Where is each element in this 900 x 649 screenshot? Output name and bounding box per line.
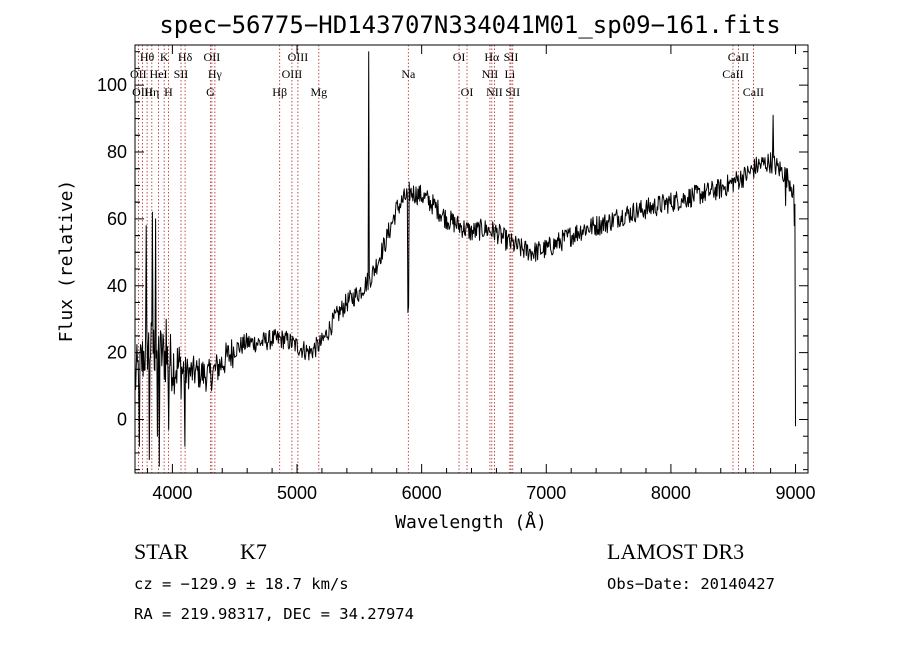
y-tick-label: 0 [117, 410, 127, 430]
line-label: CaII [722, 67, 743, 81]
line-label: OIII [132, 85, 153, 99]
line-label: Mg [310, 85, 327, 99]
chart-title: spec−56775−HD143707N334041M01_sp09−161.f… [159, 11, 780, 39]
line-label: OII [204, 50, 221, 64]
line-label: Hη [144, 85, 159, 99]
y-tick-label: 100 [97, 75, 127, 95]
line-label: SII [504, 50, 519, 64]
line-label: Hγ [208, 67, 223, 81]
line-label: Hθ [140, 50, 155, 64]
x-axis-label: Wavelength (Å) [395, 511, 547, 533]
survey-name: LAMOST DR3 [607, 539, 744, 564]
redshift-velocity: cz = −129.9 ± 18.7 km/s [134, 575, 349, 593]
line-label: SII [174, 67, 189, 81]
spectrum-line [134, 51, 796, 467]
spectral-line-markers [137, 45, 754, 473]
y-tick-label: 20 [107, 343, 127, 363]
x-tick-label: 8000 [651, 483, 691, 503]
x-tick-label: 6000 [402, 483, 442, 503]
coordinates: RA = 219.98317, DEC = 34.27974 [134, 605, 414, 623]
line-label: OII [130, 67, 147, 81]
line-label: OIII [282, 67, 303, 81]
object-class: STAR [134, 539, 189, 564]
line-label: OIII [288, 50, 309, 64]
x-tick-label: 9000 [776, 483, 816, 503]
line-label: Hδ [178, 50, 193, 64]
line-label: NII [486, 85, 503, 99]
y-tick-label: 40 [107, 276, 127, 296]
line-label: SII [505, 85, 520, 99]
line-label: NII [482, 67, 499, 81]
line-label: Hα [484, 50, 500, 64]
x-tick-label: 4000 [152, 483, 192, 503]
y-tick-label: 80 [107, 142, 127, 162]
y-axis-ticks: 0 20 40 60 80 100 [97, 51, 808, 471]
line-label: Li [505, 67, 516, 81]
line-label: Hβ [272, 85, 287, 99]
plot-frame [134, 44, 809, 474]
line-label: CaII [728, 50, 749, 64]
x-tick-label: 7000 [526, 483, 566, 503]
y-axis-label: Flux (relative) [56, 180, 77, 343]
y-tick-label: 60 [107, 209, 127, 229]
line-label: CaII [743, 85, 764, 99]
x-axis-ticks: 4000 5000 6000 7000 8000 9000 [146, 45, 816, 503]
observation-date: Obs−Date: 20140427 [607, 575, 775, 593]
object-subclass: K7 [240, 539, 267, 564]
line-label: HeI [150, 67, 168, 81]
line-label: OI [453, 50, 466, 64]
line-label: H [164, 85, 173, 99]
line-label: OI [461, 85, 474, 99]
line-label: Na [401, 67, 416, 81]
line-label: K [160, 50, 169, 64]
x-tick-label: 5000 [277, 483, 317, 503]
line-label: G [206, 85, 215, 99]
